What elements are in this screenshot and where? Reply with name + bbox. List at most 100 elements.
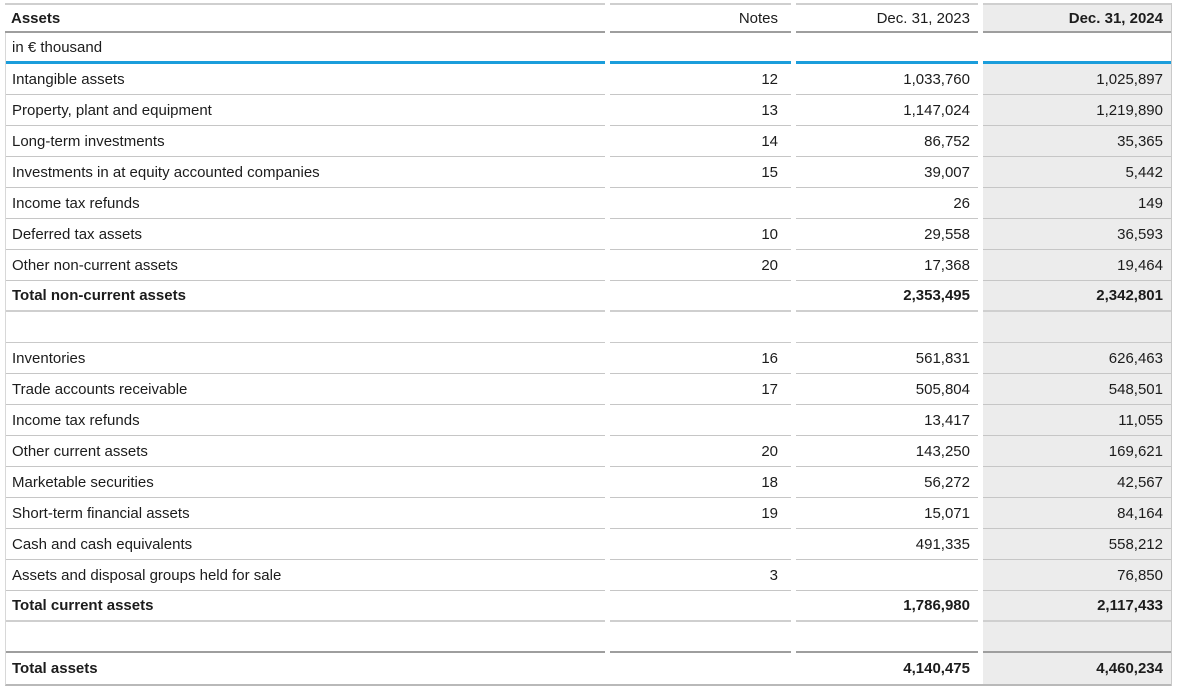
table-row: Marketable securities1856,27242,567 bbox=[6, 467, 1171, 498]
cell-label: Deferred tax assets bbox=[6, 219, 605, 250]
unit-label: in € thousand bbox=[6, 33, 605, 64]
cell-y2023: 505,804 bbox=[796, 374, 978, 405]
cell-notes: 19 bbox=[610, 498, 791, 529]
cell-y2023: 1,147,024 bbox=[796, 95, 978, 126]
cell-label: Total assets bbox=[6, 653, 605, 684]
cell-label: Income tax refunds bbox=[6, 405, 605, 436]
cell-y2023: 86,752 bbox=[796, 126, 978, 157]
cell-y2023: 26 bbox=[796, 188, 978, 219]
table-row: Income tax refunds 13,41711,055 bbox=[6, 405, 1171, 436]
cell-label: Inventories bbox=[6, 343, 605, 374]
table-row: Trade accounts receivable17505,804548,50… bbox=[6, 374, 1171, 405]
cell-label: Total current assets bbox=[6, 591, 605, 622]
cell-y2024: 76,850 bbox=[983, 560, 1171, 591]
cell-notes bbox=[610, 529, 791, 560]
spacer-row bbox=[6, 312, 1171, 343]
cell-notes bbox=[610, 653, 791, 684]
table-row: Other current assets20143,250169,621 bbox=[6, 436, 1171, 467]
cell-y2024: 5,442 bbox=[983, 157, 1171, 188]
cell-notes: 14 bbox=[610, 126, 791, 157]
cell-y2023: 39,007 bbox=[796, 157, 978, 188]
cell-label: Other non-current assets bbox=[6, 250, 605, 281]
cell-y2024: 1,219,890 bbox=[983, 95, 1171, 126]
cell-notes bbox=[610, 405, 791, 436]
unit-cell-2024 bbox=[983, 33, 1171, 64]
cell-y2024: 2,117,433 bbox=[983, 591, 1171, 622]
cell-y2024: 2,342,801 bbox=[983, 281, 1171, 312]
cell-label: Assets and disposal groups held for sale bbox=[6, 560, 605, 591]
cell-y2024: 169,621 bbox=[983, 436, 1171, 467]
table-row: Intangible assets121,033,7601,025,897 bbox=[6, 64, 1171, 95]
cell-notes: 18 bbox=[610, 467, 791, 498]
table-row: Other non-current assets2017,36819,464 bbox=[6, 250, 1171, 281]
table-row: Short-term financial assets1915,07184,16… bbox=[6, 498, 1171, 529]
table-header-row: Assets Notes Dec. 31, 2023 Dec. 31, 2024 bbox=[5, 3, 1171, 33]
cell-y2023: 1,033,760 bbox=[796, 64, 978, 95]
cell-notes bbox=[610, 622, 791, 653]
unit-cell-notes bbox=[610, 33, 791, 64]
table-row: Assets and disposal groups held for sale… bbox=[6, 560, 1171, 591]
cell-label: Cash and cash equivalents bbox=[6, 529, 605, 560]
unit-cell-2023 bbox=[796, 33, 978, 64]
cell-y2024: 11,055 bbox=[983, 405, 1171, 436]
column-header-notes: Notes bbox=[610, 3, 791, 33]
cell-label: Investments in at equity accounted compa… bbox=[6, 157, 605, 188]
cell-y2023: 491,335 bbox=[796, 529, 978, 560]
cell-notes: 15 bbox=[610, 157, 791, 188]
cell-y2023: 4,140,475 bbox=[796, 653, 978, 684]
cell-y2023: 56,272 bbox=[796, 467, 978, 498]
cell-y2024: 36,593 bbox=[983, 219, 1171, 250]
cell-y2024: 1,025,897 bbox=[983, 64, 1171, 95]
cell-y2024: 42,567 bbox=[983, 467, 1171, 498]
cell-y2023: 143,250 bbox=[796, 436, 978, 467]
cell-notes: 12 bbox=[610, 64, 791, 95]
cell-label: Income tax refunds bbox=[6, 188, 605, 219]
cell-label: Long-term investments bbox=[6, 126, 605, 157]
cell-label: Trade accounts receivable bbox=[6, 374, 605, 405]
cell-y2023: 17,368 bbox=[796, 250, 978, 281]
cell-label: Other current assets bbox=[6, 436, 605, 467]
cell-y2024: 558,212 bbox=[983, 529, 1171, 560]
cell-y2023: 15,071 bbox=[796, 498, 978, 529]
cell-notes: 16 bbox=[610, 343, 791, 374]
cell-y2023: 1,786,980 bbox=[796, 591, 978, 622]
cell-label: Property, plant and equipment bbox=[6, 95, 605, 126]
cell-y2024: 626,463 bbox=[983, 343, 1171, 374]
cell-y2024 bbox=[983, 312, 1171, 343]
cell-label bbox=[6, 622, 605, 653]
column-header-dec-31-2024: Dec. 31, 2024 bbox=[983, 3, 1171, 33]
cell-notes bbox=[610, 281, 791, 312]
cell-label: Short-term financial assets bbox=[6, 498, 605, 529]
table-row: Income tax refunds 26149 bbox=[6, 188, 1171, 219]
cell-y2023 bbox=[796, 312, 978, 343]
column-header-dec-31-2023: Dec. 31, 2023 bbox=[796, 3, 978, 33]
cell-label: Intangible assets bbox=[6, 64, 605, 95]
cell-notes: 20 bbox=[610, 250, 791, 281]
cell-y2024: 35,365 bbox=[983, 126, 1171, 157]
cell-notes: 20 bbox=[610, 436, 791, 467]
cell-notes bbox=[610, 188, 791, 219]
cell-notes bbox=[610, 591, 791, 622]
table-row: Total non-current assets2,353,4952,342,8… bbox=[6, 281, 1171, 312]
cell-y2024: 19,464 bbox=[983, 250, 1171, 281]
cell-notes: 17 bbox=[610, 374, 791, 405]
cell-y2023 bbox=[796, 622, 978, 653]
table-row: Deferred tax assets1029,55836,593 bbox=[6, 219, 1171, 250]
table-row: Long-term investments1486,75235,365 bbox=[6, 126, 1171, 157]
table-row: Cash and cash equivalents 491,335558,212 bbox=[6, 529, 1171, 560]
cell-y2024 bbox=[983, 622, 1171, 653]
cell-label: Total non-current assets bbox=[6, 281, 605, 312]
cell-y2024: 149 bbox=[983, 188, 1171, 219]
cell-notes bbox=[610, 312, 791, 343]
cell-notes: 3 bbox=[610, 560, 791, 591]
cell-y2024: 4,460,234 bbox=[983, 653, 1171, 684]
cell-y2023: 561,831 bbox=[796, 343, 978, 374]
cell-y2024: 84,164 bbox=[983, 498, 1171, 529]
table-row: Total current assets 1,786,9802,117,433 bbox=[6, 591, 1171, 622]
cell-y2023: 13,417 bbox=[796, 405, 978, 436]
cell-notes: 13 bbox=[610, 95, 791, 126]
cell-y2024: 548,501 bbox=[983, 374, 1171, 405]
table-row: Property, plant and equipment131,147,024… bbox=[6, 95, 1171, 126]
table-row: Total assets 4,140,4754,460,234 bbox=[6, 653, 1171, 684]
cell-y2023: 29,558 bbox=[796, 219, 978, 250]
